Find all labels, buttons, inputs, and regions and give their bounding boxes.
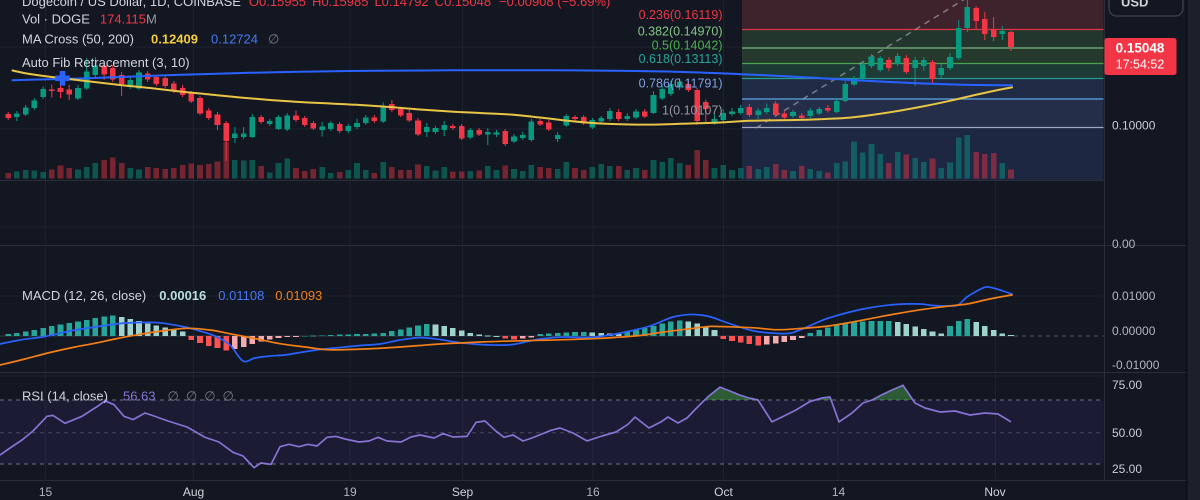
svg-text:14: 14 [832, 485, 846, 499]
svg-text:Sep: Sep [452, 485, 474, 499]
svg-text:75.00: 75.00 [1112, 378, 1142, 392]
svg-text:17:54:52: 17:54:52 [1116, 58, 1165, 72]
svg-text:0.15048: 0.15048 [1116, 41, 1165, 56]
svg-text:Nov: Nov [984, 485, 1005, 499]
svg-text:19: 19 [343, 485, 357, 499]
svg-text:0.382(0.14970): 0.382(0.14970) [638, 24, 723, 38]
svg-text:0.00000: 0.00000 [1112, 324, 1156, 338]
svg-text:0.786(0.11791): 0.786(0.11791) [639, 76, 723, 90]
svg-text:Aug: Aug [183, 485, 204, 499]
svg-text:0.00: 0.00 [1112, 237, 1136, 251]
svg-text:RSI (14, close)56.63∅∅∅∅: RSI (14, close) 56.63 ∅ ∅ ∅ ∅ [22, 389, 234, 404]
svg-text:0.10000: 0.10000 [1112, 119, 1156, 133]
svg-text:Oct: Oct [714, 485, 733, 499]
svg-text:15: 15 [39, 485, 53, 499]
svg-text:Dogecoin / US Dollar, 1D, COIN: Dogecoin / US Dollar, 1D, COINBASE O0.159… [22, 0, 610, 9]
svg-text:0.01000: 0.01000 [1112, 289, 1156, 303]
svg-text:USD: USD [1121, 0, 1148, 10]
svg-text:50.00: 50.00 [1112, 426, 1142, 440]
svg-text:Auto Fib Retracement (3, 10): Auto Fib Retracement (3, 10) [22, 55, 190, 70]
svg-text:0.236(0.16119): 0.236(0.16119) [639, 8, 723, 22]
svg-text:16: 16 [586, 485, 600, 499]
svg-text:0.618(0.13113): 0.618(0.13113) [639, 52, 723, 66]
svg-text:0.5(0.14042): 0.5(0.14042) [652, 38, 723, 52]
svg-text:-0.01000: -0.01000 [1112, 358, 1160, 372]
svg-text:25.00: 25.00 [1112, 462, 1142, 476]
svg-text:1(0.10107): 1(0.10107) [662, 103, 722, 117]
